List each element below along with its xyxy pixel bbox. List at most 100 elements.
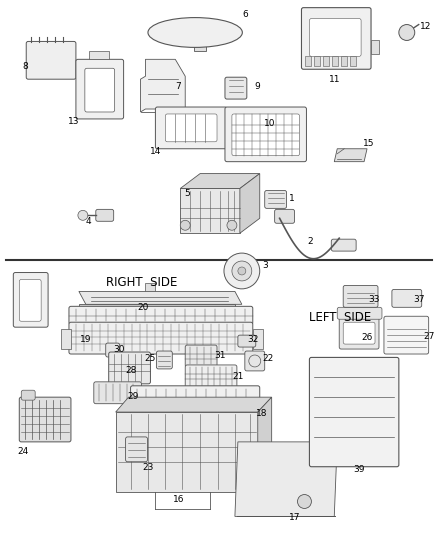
Text: 2: 2 <box>307 237 313 246</box>
Text: 31: 31 <box>214 351 226 359</box>
FancyBboxPatch shape <box>337 308 382 319</box>
FancyBboxPatch shape <box>156 351 172 369</box>
Bar <box>253 329 263 349</box>
Text: 39: 39 <box>353 465 365 474</box>
FancyBboxPatch shape <box>155 107 227 149</box>
Circle shape <box>297 495 311 508</box>
Text: 37: 37 <box>413 295 424 304</box>
Bar <box>61 329 71 349</box>
FancyBboxPatch shape <box>185 345 217 367</box>
FancyBboxPatch shape <box>309 358 399 467</box>
Bar <box>323 56 329 66</box>
FancyBboxPatch shape <box>245 351 265 371</box>
Polygon shape <box>141 59 185 112</box>
Polygon shape <box>180 189 240 233</box>
Bar <box>131 422 155 437</box>
Circle shape <box>399 25 415 41</box>
Polygon shape <box>79 304 235 314</box>
Bar <box>341 56 347 66</box>
FancyBboxPatch shape <box>94 382 141 403</box>
Text: 13: 13 <box>68 117 80 126</box>
Polygon shape <box>116 397 272 412</box>
FancyBboxPatch shape <box>109 352 150 384</box>
Bar <box>89 51 109 59</box>
FancyBboxPatch shape <box>131 386 260 424</box>
Text: 28: 28 <box>125 366 136 375</box>
Polygon shape <box>240 174 260 233</box>
Polygon shape <box>258 397 272 491</box>
Text: 23: 23 <box>143 463 154 472</box>
Text: LEFT  SIDE: LEFT SIDE <box>309 311 372 324</box>
FancyBboxPatch shape <box>265 190 286 208</box>
FancyBboxPatch shape <box>384 316 429 354</box>
Text: 12: 12 <box>420 22 431 31</box>
FancyBboxPatch shape <box>26 42 76 79</box>
FancyBboxPatch shape <box>85 68 115 112</box>
Text: 1: 1 <box>289 194 294 203</box>
Bar <box>332 56 338 66</box>
FancyBboxPatch shape <box>96 209 114 221</box>
FancyBboxPatch shape <box>19 397 71 442</box>
Text: 20: 20 <box>138 303 149 312</box>
Text: 11: 11 <box>328 75 340 84</box>
FancyBboxPatch shape <box>69 322 253 354</box>
Text: 4: 4 <box>86 217 92 226</box>
FancyBboxPatch shape <box>309 19 361 56</box>
Polygon shape <box>180 174 260 189</box>
Ellipse shape <box>148 18 242 47</box>
Polygon shape <box>79 292 242 304</box>
Bar <box>145 284 155 292</box>
FancyBboxPatch shape <box>339 317 379 349</box>
Circle shape <box>232 261 252 281</box>
FancyBboxPatch shape <box>69 306 253 324</box>
Text: 21: 21 <box>232 373 244 382</box>
FancyBboxPatch shape <box>126 437 148 462</box>
Polygon shape <box>116 412 258 491</box>
Bar <box>235 422 260 437</box>
Text: 27: 27 <box>423 332 434 341</box>
FancyBboxPatch shape <box>238 335 256 347</box>
FancyBboxPatch shape <box>343 286 378 308</box>
Circle shape <box>180 220 190 230</box>
Bar <box>194 44 206 51</box>
Text: 14: 14 <box>150 147 161 156</box>
FancyBboxPatch shape <box>331 239 356 251</box>
Polygon shape <box>235 442 337 516</box>
Text: 15: 15 <box>363 139 375 148</box>
Text: 8: 8 <box>22 62 28 71</box>
FancyBboxPatch shape <box>232 114 300 156</box>
Text: 18: 18 <box>256 409 268 418</box>
Bar <box>314 56 320 66</box>
Circle shape <box>224 253 260 289</box>
Text: 7: 7 <box>175 82 181 91</box>
FancyBboxPatch shape <box>225 77 247 99</box>
Text: 16: 16 <box>173 495 184 504</box>
Text: 32: 32 <box>247 335 258 344</box>
Text: 26: 26 <box>361 333 373 342</box>
Text: 5: 5 <box>184 189 190 198</box>
FancyBboxPatch shape <box>13 272 48 327</box>
Text: 6: 6 <box>242 10 248 19</box>
Text: 9: 9 <box>254 82 260 91</box>
FancyBboxPatch shape <box>21 390 35 400</box>
FancyBboxPatch shape <box>19 279 41 321</box>
Text: 10: 10 <box>264 119 276 128</box>
Text: 29: 29 <box>128 392 139 401</box>
Text: 33: 33 <box>368 295 380 304</box>
Text: 22: 22 <box>262 354 273 364</box>
Text: 19: 19 <box>80 335 92 344</box>
FancyBboxPatch shape <box>165 114 217 142</box>
Polygon shape <box>334 149 367 161</box>
FancyBboxPatch shape <box>275 209 294 223</box>
FancyBboxPatch shape <box>76 59 124 119</box>
Text: 25: 25 <box>145 354 156 364</box>
FancyBboxPatch shape <box>106 343 120 357</box>
FancyBboxPatch shape <box>185 365 237 389</box>
Bar <box>371 41 379 54</box>
Bar <box>305 56 311 66</box>
FancyBboxPatch shape <box>301 7 371 69</box>
Text: 3: 3 <box>262 261 268 270</box>
FancyBboxPatch shape <box>225 107 307 161</box>
Circle shape <box>227 220 237 230</box>
Bar <box>350 56 356 66</box>
